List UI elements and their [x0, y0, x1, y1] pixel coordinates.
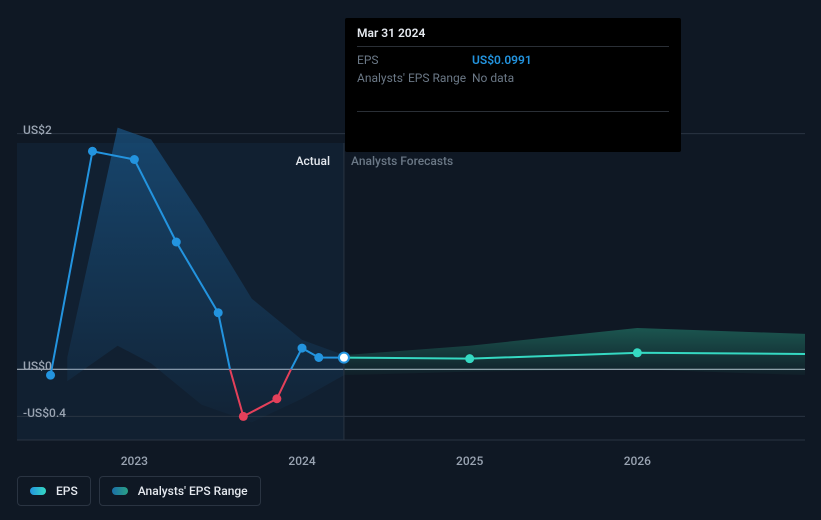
tooltip-row-eps: EPS US$0.0991 [357, 51, 669, 69]
chart-legend: EPS Analysts' EPS Range [17, 476, 261, 506]
y-tick-label: US$0 [23, 359, 52, 373]
region-label-forecast: Analysts Forecasts [351, 154, 453, 168]
legend-label: EPS [56, 484, 78, 498]
legend-label: Analysts' EPS Range [138, 484, 248, 498]
tooltip-divider [357, 111, 669, 112]
chart-tooltip: Mar 31 2024 EPS US$0.0991 Analysts' EPS … [345, 18, 681, 152]
tooltip-date: Mar 31 2024 [357, 26, 669, 47]
tooltip-value: US$0.0991 [472, 51, 532, 69]
tooltip-key: Analysts' EPS Range [357, 69, 472, 87]
y-tick-label: -US$0.4 [23, 406, 66, 420]
tooltip-value: No data [472, 69, 514, 87]
legend-item-eps[interactable]: EPS [17, 476, 91, 506]
y-tick-label: US$2 [23, 123, 52, 137]
x-tick-label: 2023 [121, 454, 148, 468]
region-label-actual: Actual [296, 154, 330, 168]
tooltip-row-range: Analysts' EPS Range No data [357, 69, 669, 87]
legend-swatch-icon [30, 487, 46, 495]
tooltip-key: EPS [357, 51, 472, 69]
range-band-forecast [344, 328, 805, 375]
x-tick-label: 2024 [288, 454, 315, 468]
hover-marker [339, 353, 349, 363]
x-tick-label: 2025 [456, 454, 483, 468]
legend-item-range[interactable]: Analysts' EPS Range [99, 476, 261, 506]
legend-swatch-icon [112, 487, 128, 495]
x-tick-label: 2026 [624, 454, 651, 468]
